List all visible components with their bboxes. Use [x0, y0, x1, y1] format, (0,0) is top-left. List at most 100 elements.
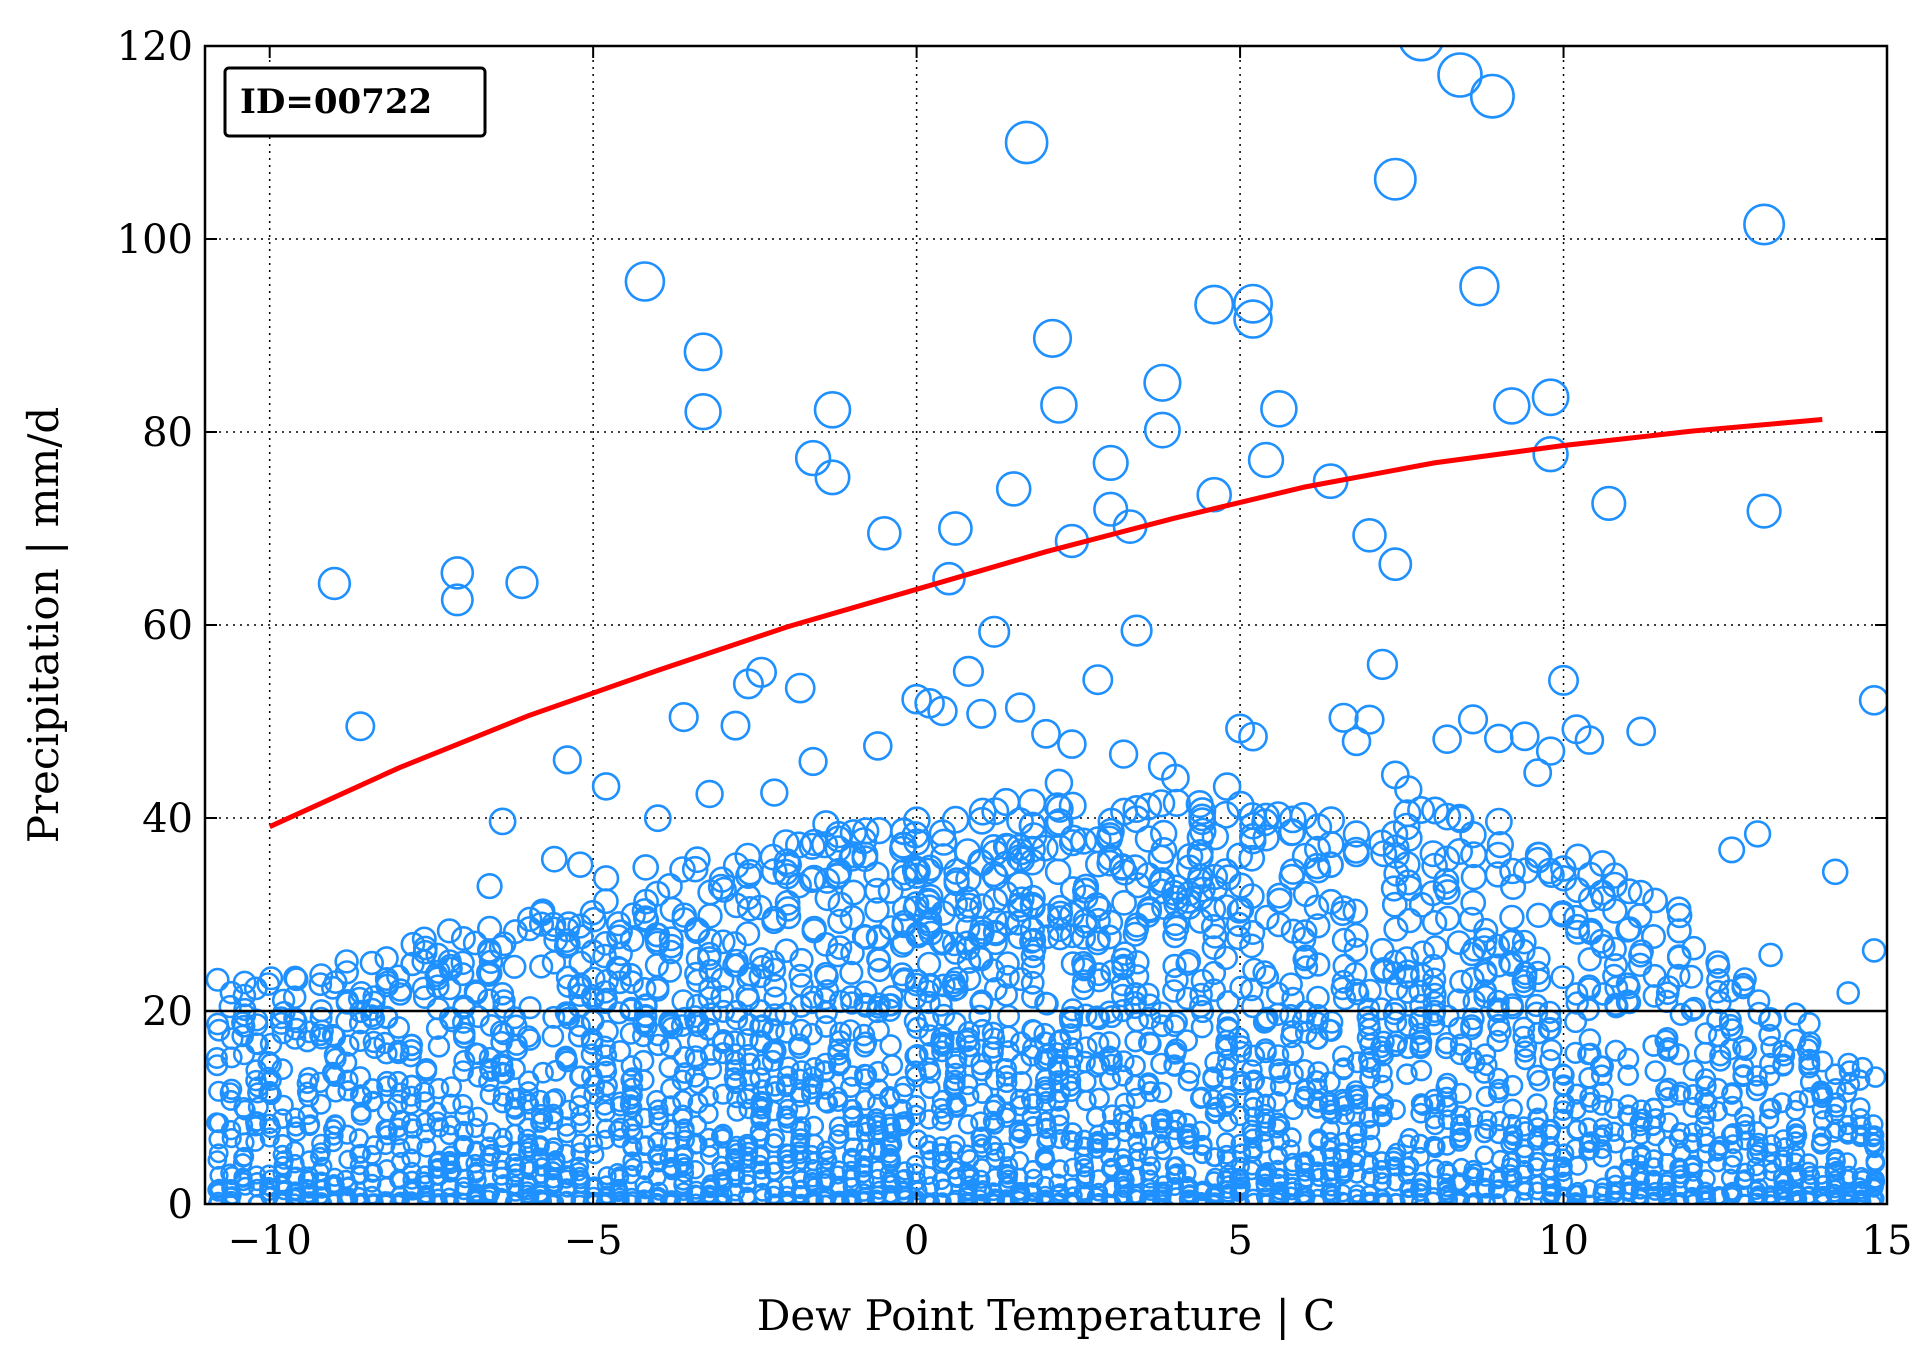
data-point — [467, 1194, 486, 1204]
data-point — [1356, 1005, 1380, 1029]
data-point — [1641, 923, 1667, 949]
data-point — [1524, 1001, 1549, 1025]
data-point — [412, 935, 438, 961]
data-point — [1083, 892, 1110, 918]
data-point — [763, 986, 787, 1011]
data-point — [1826, 1118, 1848, 1140]
data-point — [437, 976, 462, 1001]
data-point — [1785, 1099, 1806, 1121]
data-point — [995, 951, 1020, 976]
data-point — [400, 1093, 422, 1115]
data-point — [1239, 933, 1265, 959]
data-point — [246, 1032, 269, 1056]
data-point — [957, 1114, 979, 1135]
data-point — [1563, 904, 1589, 931]
data-point — [932, 1026, 955, 1049]
data-point — [1540, 1038, 1563, 1062]
data-point — [1319, 1162, 1340, 1182]
data-point — [620, 1055, 643, 1077]
data-point — [624, 261, 666, 302]
data-point — [1021, 985, 1045, 1009]
data-point — [839, 904, 865, 931]
data-point — [259, 966, 284, 991]
data-point — [853, 924, 879, 950]
data-point — [1787, 1090, 1809, 1112]
data-point — [529, 1136, 550, 1157]
data-point — [1788, 1189, 1808, 1204]
data-point — [1373, 1093, 1395, 1115]
data-point — [453, 1049, 476, 1072]
data-point — [1666, 963, 1691, 988]
data-point — [1499, 873, 1527, 901]
data-point — [259, 1113, 280, 1135]
data-point — [1347, 1133, 1368, 1154]
data-point — [1135, 862, 1162, 889]
data-point — [1810, 1134, 1831, 1155]
data-point — [1020, 1044, 1043, 1067]
data-point — [1186, 823, 1215, 852]
data-point — [1385, 1156, 1405, 1176]
data-point — [954, 897, 980, 923]
data-point — [981, 1036, 1005, 1059]
data-point — [1020, 884, 1046, 911]
data-point — [566, 851, 594, 879]
data-point — [1358, 978, 1382, 1003]
x-tick-label: 0 — [904, 1218, 929, 1264]
data-point — [710, 984, 734, 1009]
data-point — [1269, 1075, 1292, 1097]
data-point — [658, 1056, 681, 1079]
data-point — [1602, 963, 1627, 988]
data-point — [1577, 974, 1602, 999]
data-point — [761, 1039, 785, 1063]
data-point — [1723, 1181, 1743, 1201]
data-point — [1075, 1070, 1097, 1093]
data-point — [699, 1043, 723, 1066]
data-point — [1605, 1133, 1626, 1154]
data-point — [698, 976, 723, 1001]
data-point — [1074, 1154, 1094, 1174]
data-point — [439, 1151, 460, 1172]
data-point — [1023, 1115, 1044, 1137]
data-point — [1088, 1087, 1110, 1109]
data-point — [1824, 1156, 1845, 1177]
data-point — [790, 1060, 813, 1082]
data-point — [1863, 1114, 1884, 1135]
data-point — [1462, 1107, 1484, 1128]
data-point — [1151, 1081, 1173, 1103]
data-point — [1523, 758, 1553, 788]
data-point — [555, 1050, 578, 1073]
data-point — [1086, 1031, 1110, 1055]
data-point — [1617, 1047, 1640, 1070]
data-point — [311, 1019, 334, 1043]
data-point — [1328, 702, 1359, 733]
data-point — [673, 1062, 696, 1084]
data-point — [902, 806, 931, 835]
data-point — [1748, 1163, 1768, 1183]
data-point — [1175, 986, 1200, 1011]
data-point — [1472, 927, 1498, 953]
data-point — [1743, 820, 1772, 848]
data-point — [1192, 1144, 1213, 1165]
data-point — [584, 1144, 605, 1165]
data-point — [815, 1091, 837, 1113]
data-point — [1306, 985, 1330, 1010]
data-point — [1165, 1165, 1185, 1185]
data-point — [1574, 725, 1605, 755]
data-point — [855, 1139, 876, 1160]
data-point — [1212, 772, 1242, 801]
data-point — [1486, 997, 1510, 1021]
data-point — [1098, 1031, 1121, 1054]
data-point — [726, 1087, 748, 1109]
data-point — [1254, 904, 1280, 931]
data-point — [784, 672, 816, 704]
data-point — [1050, 1183, 1070, 1202]
data-point — [957, 966, 982, 991]
data-point — [735, 921, 761, 947]
data-point — [1718, 836, 1746, 864]
data-point — [1020, 893, 1046, 920]
data-point — [1410, 1093, 1432, 1115]
data-point — [1565, 991, 1589, 1015]
data-point — [1044, 858, 1072, 886]
data-point — [1734, 1106, 1755, 1127]
data-point — [726, 1168, 746, 1188]
